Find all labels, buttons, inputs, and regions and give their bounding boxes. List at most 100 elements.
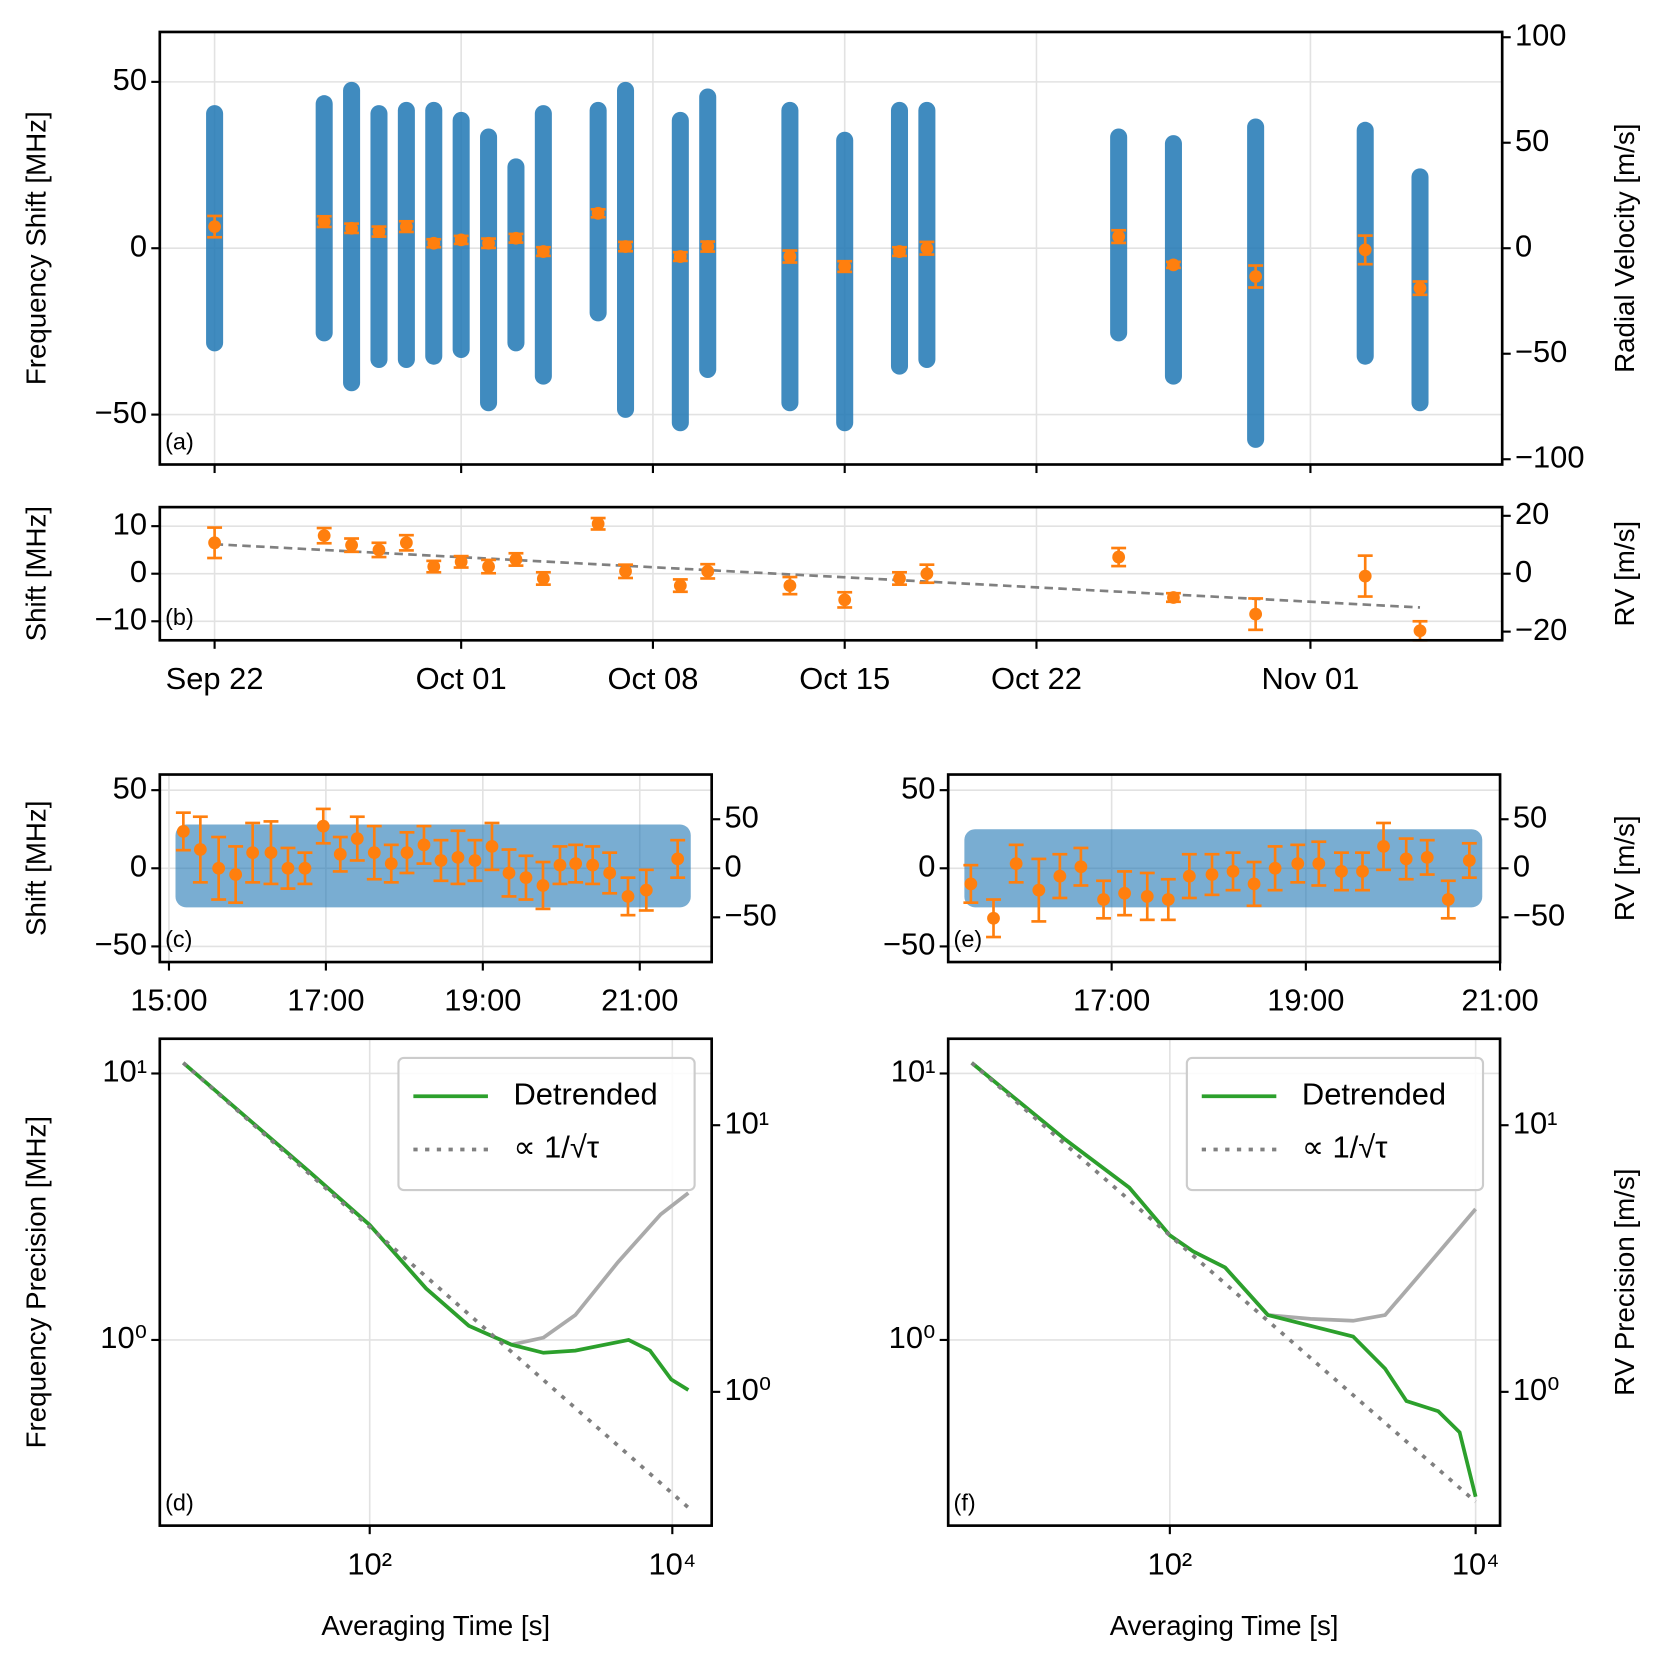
mean-point [701,564,715,578]
mean-point [1268,861,1282,875]
mean-point [1118,886,1131,900]
mean-point [372,543,386,557]
mean-point [502,866,516,880]
y-tick-label: 10 [113,506,147,541]
x-tick-label: 15:00 [130,983,207,1018]
panel-label: (d) [165,1490,194,1516]
scatter-cloud [699,88,717,378]
mean-point [586,858,600,872]
legend-box [397,1056,696,1192]
mean-point [1413,624,1427,638]
mean-point [893,572,906,585]
mean-point [208,220,221,233]
mean-point [1377,840,1390,853]
y2-tick-label: 0 [724,848,741,883]
y2-tick-label: 50 [1515,123,1549,158]
mean-point [417,838,431,852]
mean-point [208,536,221,550]
plot-frame [946,1037,1502,1527]
y-tick-label: −50 [883,927,935,962]
x-tick-label: Oct 08 [607,661,698,696]
mean-point [427,236,441,250]
legend-label: ∝ 1/√τ [514,1130,600,1165]
y-tick-label: 50 [113,62,147,97]
y-tick-label: 50 [901,770,935,805]
mean-point [384,857,398,870]
y2-tick-label: 50 [724,799,758,834]
scatter-cloud [671,111,689,432]
plot-frame [158,505,1504,642]
mean-point [964,877,978,891]
x-tick-label: 10² [1148,1546,1193,1581]
x-tick-label: 17:00 [287,983,364,1018]
y2-tick-label: −50 [724,897,776,932]
y2-tick-label: −50 [1513,897,1565,932]
mean-point [345,221,358,235]
legend-label: Detrended [1302,1076,1446,1111]
mean-point [400,846,414,860]
plot-frame [158,30,1504,466]
x-tick-label: 10⁴ [649,1546,697,1581]
mean-point [434,854,448,867]
mean-point [1167,591,1180,604]
y-tick-label: 0 [130,554,147,589]
mean-point [482,560,495,573]
x-tick-label: 21:00 [1461,983,1538,1018]
mean-point [1112,550,1126,564]
trend-line [214,542,1421,609]
y2-tick-label: 100 [1515,17,1567,52]
mean-point [1358,243,1372,257]
x-tick-label: 21:00 [601,983,678,1018]
x-axis-label: Averaging Time [s] [1110,1610,1339,1641]
panel-label: (a) [165,428,194,454]
x-axis-label: Averaging Time [s] [321,1610,550,1641]
y-axis-label: Frequency Shift [MHz] [21,111,52,385]
mean-point [427,560,441,573]
mean-point [485,840,499,853]
mean-point [468,854,482,867]
mean-point [1009,857,1023,870]
mean-point [350,832,364,845]
y-axis-label: Frequency Precision [MHz] [21,1116,52,1448]
plot-frame [946,773,1502,964]
mean-point [509,231,523,245]
scatter-cloud [480,128,498,412]
y-tick-label: 0 [130,848,147,883]
mean-point [1226,865,1240,878]
mean-point [212,861,226,875]
scatter-cloud [964,829,1483,908]
mean-point [316,819,330,833]
y-tick-label: −50 [95,395,147,430]
panel-label: (c) [165,926,192,952]
mean-point [1462,854,1476,867]
mean-point [1112,230,1126,243]
mean-point [454,555,468,569]
x-tick-label: 10² [347,1546,392,1581]
mean-point [1312,857,1326,870]
x-tick-label: Sep 22 [166,661,264,696]
x-tick-label: 10⁴ [1452,1546,1500,1581]
y-tick-label: 10¹ [102,1054,147,1089]
mean-point [639,883,653,897]
scatter-cloud [890,101,909,375]
mean-point [298,861,312,875]
mean-point [345,538,358,552]
mean-point [838,593,852,607]
y-axis-label: Shift [MHz] [21,801,52,936]
mean-point [264,846,278,860]
y-tick-label: 50 [113,770,147,805]
mean-point [246,846,260,860]
plot-frame [158,1037,714,1527]
y2-tick-label: 10¹ [724,1105,769,1140]
mean-point [509,553,523,566]
x-tick-label: Oct 22 [991,661,1082,696]
mean-point [1247,877,1261,891]
legend-label: ∝ 1/√τ [1302,1130,1388,1165]
mean-point [783,250,797,263]
line [182,1061,690,1392]
mean-point [1205,868,1219,881]
mean-point [176,825,190,838]
x-tick-label: Nov 01 [1262,661,1360,696]
y2-tick-label: −100 [1515,439,1585,474]
